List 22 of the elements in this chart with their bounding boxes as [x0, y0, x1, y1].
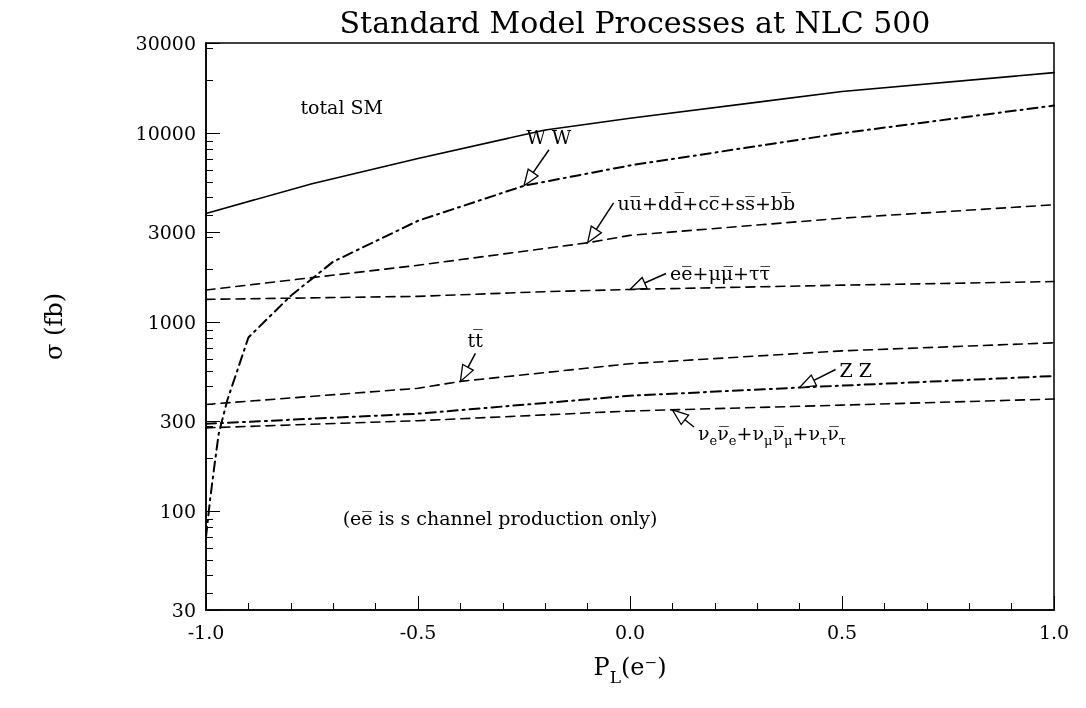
y-tick-label: 300	[159, 410, 196, 432]
x-tick-label: 0.5	[826, 620, 858, 643]
chart-title: Standard Model Processes at NLC 500	[339, 4, 931, 40]
x-tick-label: 1.0	[1038, 620, 1070, 643]
annotation: uu̅+dd̅+cc̅+ss̅+bb̅	[617, 191, 796, 214]
x-axis-title: P$_{L}$(e⁻)	[593, 653, 667, 687]
y-tick-label: 1000	[147, 311, 196, 334]
y-tick-label: 30000	[135, 32, 196, 54]
annotation: total SM	[300, 96, 383, 119]
x-tick-label: -0.5	[399, 620, 437, 643]
y-tick-label: 100	[159, 500, 196, 523]
annotation: tt̅	[467, 329, 484, 352]
y-tick-label: 30	[171, 599, 196, 621]
y-axis-title: σ (fb)	[40, 293, 68, 360]
annotation: ee̅+μμ̅+ττ̅	[670, 262, 771, 285]
text: ν$_{e}$ν̅$_{e}$+ν$_{μ}$ν̅$_{μ}$+ν$_{τ}$ν̅$_{τ}$	[698, 421, 846, 449]
x-tick-label: -1.0	[187, 620, 225, 643]
annotation: (ee̅ is s channel production only)	[342, 507, 658, 529]
y-tick-label: 3000	[147, 221, 196, 243]
annotation: Z Z	[839, 358, 873, 381]
y-tick-label: 10000	[135, 122, 196, 145]
x-tick-label: 0.0	[614, 620, 646, 643]
